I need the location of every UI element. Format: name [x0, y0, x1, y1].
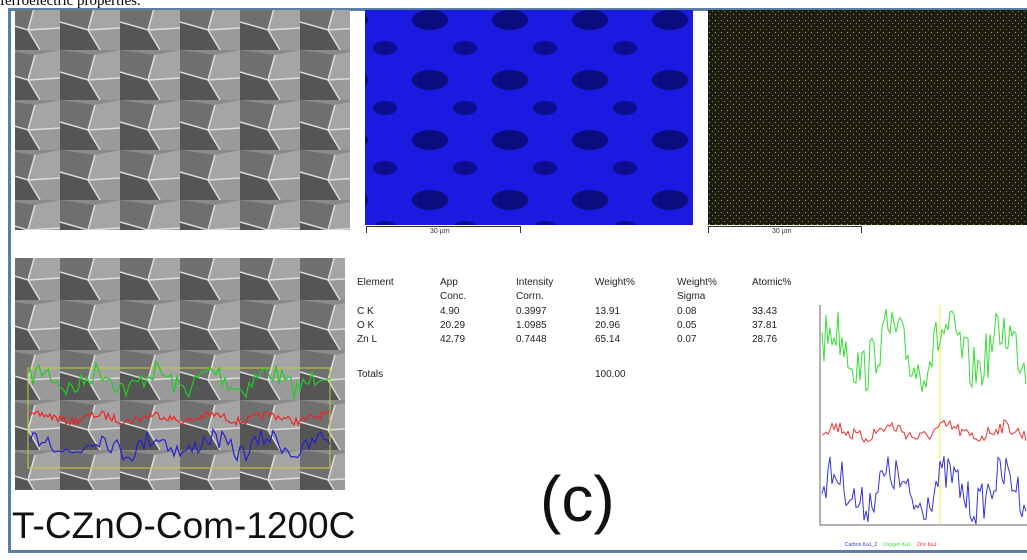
table-header: Atomic% [752, 276, 791, 290]
scale-label: 30 µm [430, 228, 450, 235]
legend-entry: Carbon Ka1_2 [845, 542, 877, 548]
panel-label: (c) [540, 462, 615, 536]
table-cell: 0.07 [677, 333, 696, 347]
table-cell: 0.3997 [516, 305, 547, 319]
table-header: Intensity [516, 276, 553, 290]
table-cell: 4.90 [440, 305, 459, 319]
table-cell: 0.7448 [516, 333, 547, 347]
table-cell: C K [357, 305, 374, 319]
legend-entry: Zinc Ka1 [917, 542, 937, 548]
page: {"caption_fragment": "ferroelectric prop… [0, 0, 1027, 560]
table-cell: O K [357, 319, 374, 333]
sem-image-top [15, 10, 350, 230]
table-header: Element [357, 276, 394, 290]
table-header: Corrn. [516, 290, 544, 304]
oxygen-map [365, 10, 693, 225]
table-cell: 28.76 [752, 333, 777, 347]
table-header: Sigma [677, 290, 705, 304]
table-cell: 20.29 [440, 319, 465, 333]
table-cell: Zn L [357, 333, 377, 347]
sample-label: T-CZnO-Com-1200C [12, 505, 355, 547]
table-header: Weight% [677, 276, 717, 290]
table-cell: 42.79 [440, 333, 465, 347]
table-cell: 13.91 [595, 305, 620, 319]
table-cell: 0.05 [677, 319, 696, 333]
table-header: Weight% [595, 276, 635, 290]
table-cell: 100.00 [595, 368, 626, 382]
table-cell: 20.96 [595, 319, 620, 333]
table-header: App [440, 276, 458, 290]
table-cell: 33.43 [752, 305, 777, 319]
table-cell: 0.08 [677, 305, 696, 319]
scan-legend: Carbon Ka1_2 Oxygen Ka1 Zinc Ka1 [845, 542, 943, 548]
table-cell: 37.81 [752, 319, 777, 333]
table-cell: Totals [357, 368, 383, 382]
table-header: Conc. [440, 290, 466, 304]
table-cell: 65.14 [595, 333, 620, 347]
carbon-map [708, 10, 1027, 225]
legend-entry: Oxygen Ka1 [883, 542, 911, 548]
table-cell: 1.0985 [516, 319, 547, 333]
figure-images [0, 0, 1027, 560]
scale-label: 30 µm [772, 228, 792, 235]
